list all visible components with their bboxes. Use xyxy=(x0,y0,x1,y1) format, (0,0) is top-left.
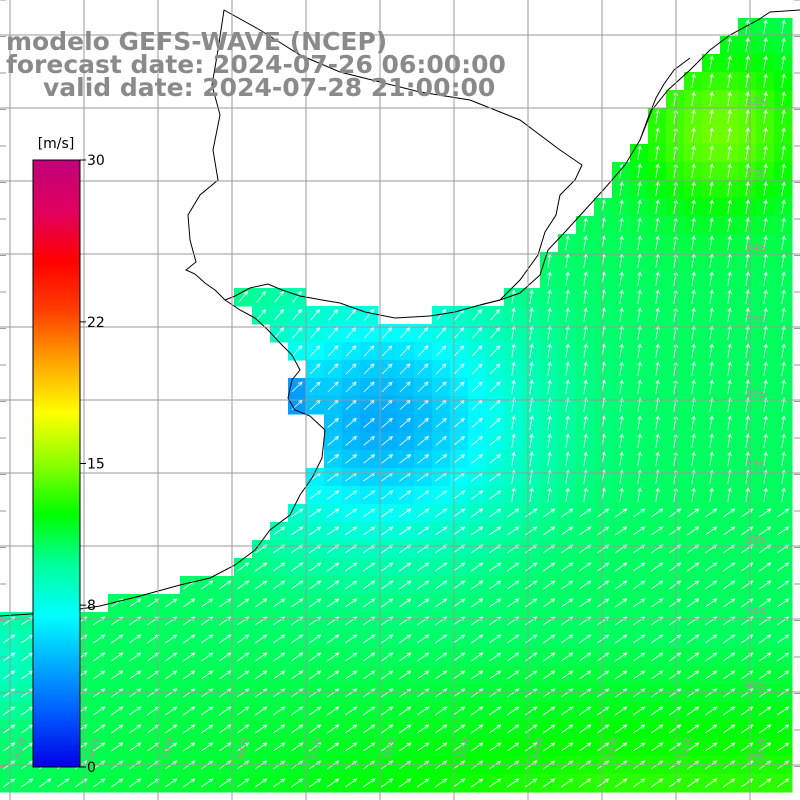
colorbar-bar xyxy=(32,159,81,768)
title-model: modelo GEFS-WAVE (NCEP) xyxy=(6,27,388,56)
latitude-label: 33S xyxy=(745,168,766,181)
coastline-rio-de-la-plata xyxy=(223,9,583,319)
colorbar-tick-label: 30 xyxy=(87,153,105,169)
latitude-label: 37S xyxy=(745,460,766,473)
colorbar-ticks: 30 22 15 8 0 xyxy=(80,153,105,776)
colorbar: [m/s] 30 22 15 8 0 xyxy=(32,136,105,776)
colorbar-tick-label: 22 xyxy=(87,315,105,331)
latitude-label: 36S xyxy=(745,387,766,400)
coastline-south-america xyxy=(0,9,326,617)
colorbar-tick-label: 0 xyxy=(87,760,96,776)
latitude-label: 41S xyxy=(745,752,766,765)
latitude-label: 35S xyxy=(745,314,766,327)
colorbar-tick-label: 8 xyxy=(87,598,96,614)
title-forecast-date: forecast date: 2024-07-26 06:00:00 xyxy=(6,50,506,79)
latitude-label: 40S xyxy=(745,679,766,692)
title-valid-date: valid date: 2024-07-28 21:00:00 xyxy=(43,73,496,102)
latitude-label: 39S xyxy=(745,606,766,619)
colorbar-tick-label: 15 xyxy=(87,457,105,473)
latitude-label: 32S xyxy=(745,95,766,108)
coastline-uruguay-brazil xyxy=(479,9,800,306)
latitude-label: 34S xyxy=(745,241,766,254)
coastline-lagoon xyxy=(639,57,691,141)
colorbar-unit: [m/s] xyxy=(38,136,75,152)
latitude-labels: 32S 33S 34S 35S 36S 37S 38S 39S 40S 41S xyxy=(745,95,766,765)
latitude-label: 38S xyxy=(745,533,766,546)
